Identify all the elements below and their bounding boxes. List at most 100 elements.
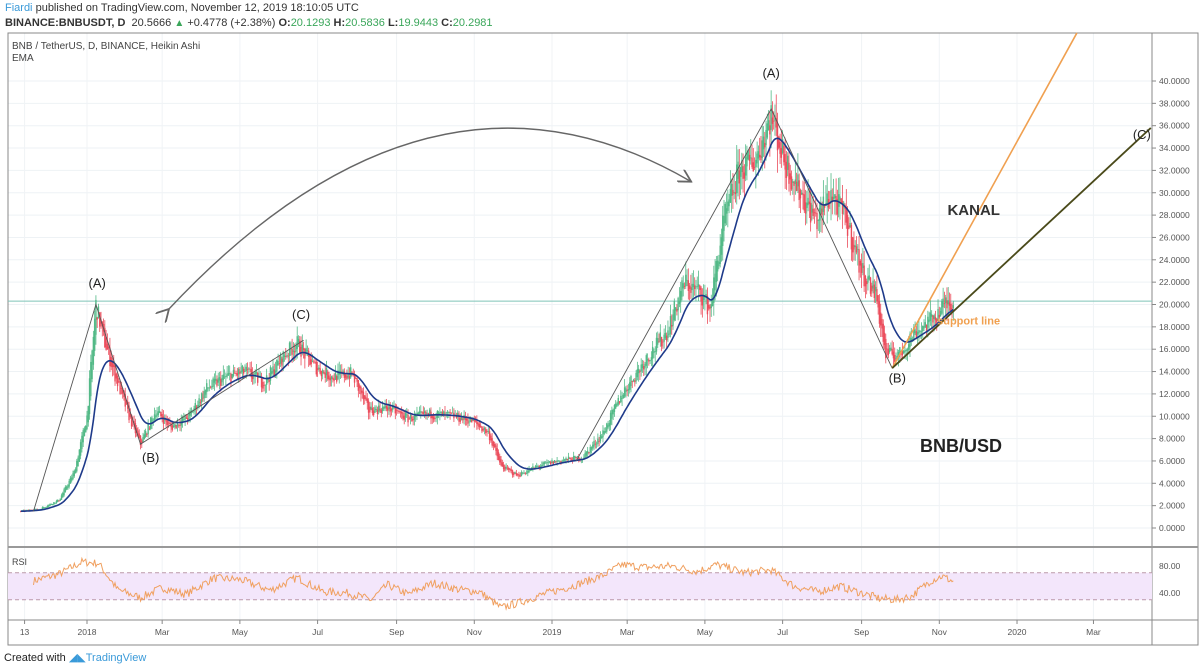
candle-body — [891, 348, 893, 355]
candle-body — [629, 382, 631, 390]
candle-body — [437, 412, 440, 415]
candle-body — [874, 286, 877, 292]
candle-body — [370, 406, 372, 410]
candle-body — [902, 350, 905, 354]
candle-body — [792, 181, 794, 183]
candle-body — [318, 367, 320, 370]
candle-body — [575, 457, 577, 458]
candle-body — [607, 425, 609, 428]
candle-body — [542, 462, 544, 466]
candle-body — [938, 314, 941, 318]
candle-body — [116, 376, 119, 387]
candle-body — [305, 348, 307, 354]
candle-body — [715, 261, 718, 282]
candle-body — [668, 333, 670, 335]
time-axis[interactable]: 13 2018 Mar May Jul Sep Nov 2019 Mar May Jul Sep Nov… — [20, 620, 1101, 637]
candle-body — [106, 343, 109, 350]
candle-body — [877, 295, 879, 308]
candle-body — [418, 411, 421, 414]
candle-body — [830, 189, 832, 204]
candle-body — [845, 207, 848, 223]
rsi-line — [33, 556, 954, 611]
candle-body — [807, 197, 809, 206]
candle-body — [202, 397, 204, 399]
candle-body — [835, 196, 837, 203]
candle-body — [54, 502, 56, 504]
candle-body — [896, 355, 898, 359]
candle-body — [402, 412, 404, 419]
candle-body — [406, 414, 408, 416]
candle-body — [120, 387, 123, 389]
candle-body — [448, 411, 450, 413]
candle-body — [795, 181, 798, 191]
candle-body — [832, 196, 835, 200]
candle-body — [276, 359, 278, 372]
candle-body — [323, 371, 325, 374]
candle-body — [142, 436, 144, 443]
candle-body — [850, 225, 853, 250]
candle-body — [911, 338, 914, 340]
candle-body — [626, 390, 628, 392]
candle-body — [950, 303, 952, 312]
candle-body — [404, 412, 407, 418]
candle-body — [222, 374, 225, 381]
candle-body — [286, 355, 288, 357]
candle-body — [221, 377, 223, 383]
candle-body — [60, 495, 63, 500]
candle-body — [313, 361, 315, 363]
candle-body — [197, 404, 199, 408]
candle-body — [589, 447, 591, 453]
candle-body — [788, 162, 790, 184]
annotation-label: KANAL — [947, 202, 1000, 219]
candle-body — [767, 120, 770, 131]
candle-body — [109, 347, 111, 367]
candle-body — [736, 164, 738, 194]
candle-body — [687, 280, 690, 291]
price-axis[interactable]: 0.0000 2.0000 4.0000 6.0000 8.0000 10.0000 12.… — [1152, 76, 1190, 533]
candle-body — [584, 452, 586, 459]
candle-body — [602, 430, 604, 438]
candle-body — [943, 302, 946, 304]
candle-body — [862, 263, 864, 269]
candle-body — [496, 448, 498, 457]
candle-body — [362, 391, 365, 400]
candle-body — [748, 154, 751, 161]
candle-body — [790, 176, 793, 190]
support-line — [891, 127, 1152, 369]
candle-body — [192, 411, 194, 413]
candle-body — [459, 418, 461, 422]
tradingview-link[interactable]: TradingView — [85, 652, 147, 664]
candle-body — [93, 318, 96, 351]
candle-body — [369, 406, 371, 413]
candle-body — [836, 199, 839, 215]
candle-body — [471, 419, 473, 423]
candle-body — [283, 355, 286, 357]
candle-body — [468, 421, 470, 423]
candle-body — [226, 374, 228, 377]
y-tick-label: 4.0000 — [1159, 478, 1185, 488]
candle-body — [165, 418, 167, 422]
x-tick-label: Mar — [620, 627, 635, 637]
candle-body — [913, 327, 915, 340]
candle-body — [472, 418, 474, 421]
candle-body — [933, 315, 935, 319]
candle-body — [706, 295, 709, 315]
candle-body — [121, 388, 124, 394]
candle-body — [236, 373, 239, 376]
candle-body — [492, 441, 495, 447]
author-link[interactable]: Fiardi — [5, 2, 33, 14]
candle-body — [507, 468, 510, 470]
candle-body — [811, 204, 813, 213]
candle-body — [918, 329, 920, 334]
candle-body — [881, 319, 883, 329]
candle-body — [590, 447, 593, 450]
candle-body — [543, 462, 546, 465]
candle-body — [211, 386, 213, 388]
candle-body — [268, 379, 270, 382]
candle-body — [536, 465, 538, 467]
candle-body — [934, 317, 937, 321]
candle-body — [79, 442, 82, 456]
candle-body — [663, 334, 665, 342]
candle-body — [278, 363, 281, 365]
